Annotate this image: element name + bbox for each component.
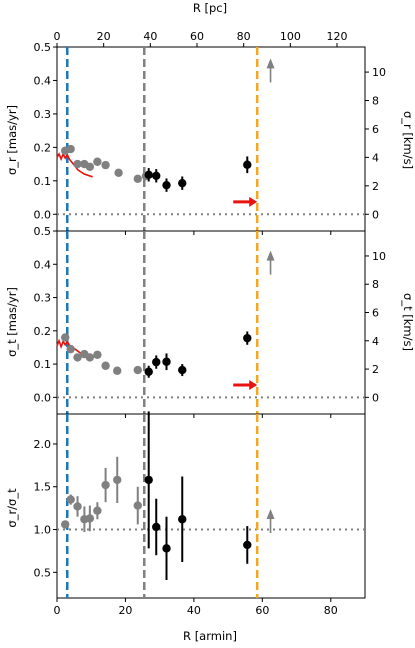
data-point xyxy=(66,495,75,504)
red-arrow-head xyxy=(249,380,258,391)
y-tick-label: 0.5 xyxy=(34,41,52,54)
data-point xyxy=(133,365,142,375)
y-tick-label: 0.1 xyxy=(34,358,52,371)
y-tick-label: 0.2 xyxy=(34,141,52,154)
data-point xyxy=(178,365,187,375)
right-y-tick-label: 8 xyxy=(372,278,379,291)
top-x-tick-label: 40 xyxy=(143,30,157,43)
upper-limit-arrow-head xyxy=(266,250,275,261)
y-tick-label: 0.5 xyxy=(34,566,52,579)
data-point xyxy=(152,171,161,180)
y-tick-label: 0.5 xyxy=(34,225,52,238)
data-point xyxy=(178,178,187,188)
right-y-tick-label: 4 xyxy=(372,151,379,164)
x-tick-label: 20 xyxy=(118,604,132,617)
right-y-tick-label: 0 xyxy=(372,391,379,404)
data-point xyxy=(73,353,82,362)
data-point xyxy=(133,501,142,510)
data-point xyxy=(243,540,252,550)
y-tick-label: 0.4 xyxy=(34,258,52,271)
right-y-tick-label: 6 xyxy=(372,123,379,136)
panel-frame xyxy=(56,230,366,415)
right-y-tick-label: 2 xyxy=(372,180,379,193)
right-y-tick-label: 6 xyxy=(372,307,379,320)
right-y-tick-label: 10 xyxy=(372,250,386,263)
x-tick-label: 0 xyxy=(54,604,61,617)
top-x-axis-label: R [pc] xyxy=(193,1,227,15)
data-point xyxy=(61,333,70,342)
panel-bottom: 0.5 1.0 1.5 2.0 0 20 40 60 80 xyxy=(34,411,366,617)
data-point xyxy=(162,544,171,553)
y-tick-label: 1.0 xyxy=(34,524,52,537)
y-tick-label: 0.3 xyxy=(34,292,52,305)
y-tick-label: 0.0 xyxy=(34,391,52,404)
data-point xyxy=(114,168,123,177)
data-point xyxy=(66,144,75,154)
top-x-tick-label: 20 xyxy=(97,30,111,43)
data-point xyxy=(144,475,153,485)
y-tick-label: 0.3 xyxy=(34,108,52,121)
top-x-tick-label: 100 xyxy=(280,30,301,43)
x-tick-label: 80 xyxy=(324,604,338,617)
upper-limit-arrow-head xyxy=(266,508,275,519)
data-point xyxy=(152,522,161,532)
panel-frame xyxy=(56,46,366,232)
top-x-tick-label: 120 xyxy=(327,30,348,43)
top-x-tick-label: 0 xyxy=(54,30,61,43)
data-point xyxy=(85,353,95,362)
x-tick-label: 40 xyxy=(187,604,201,617)
data-point xyxy=(66,344,75,354)
y-tick-label: 0.1 xyxy=(34,175,52,188)
right-y-tick-label: 4 xyxy=(372,335,379,348)
top-right-y-axis-label: σ_r [km/s] xyxy=(401,111,415,169)
y-tick-label: 2.0 xyxy=(34,438,52,451)
x-tick-label: 60 xyxy=(255,604,269,617)
data-point xyxy=(61,520,70,529)
data-point xyxy=(162,357,171,366)
panel-middle: 0.0 0.1 0.2 0.3 0.4 0.5 0 2 4 6 8 10 xyxy=(34,225,386,418)
data-point xyxy=(73,502,82,511)
data-point xyxy=(144,367,153,376)
top-x-tick-label: 60 xyxy=(190,30,204,43)
top-x-tick-label: 80 xyxy=(237,30,251,43)
data-point xyxy=(243,160,252,169)
middle-right-y-axis-label: σ_t [km/s] xyxy=(401,293,415,351)
data-point xyxy=(93,157,102,166)
data-point xyxy=(93,350,102,359)
data-point xyxy=(133,174,142,184)
right-y-tick-label: 8 xyxy=(372,95,379,108)
data-point xyxy=(113,366,122,375)
y-tick-label: 0.4 xyxy=(34,74,52,87)
red-arrow-head xyxy=(249,196,258,207)
data-point xyxy=(113,475,122,485)
data-point xyxy=(93,506,102,515)
data-point xyxy=(101,480,110,490)
right-y-tick-label: 10 xyxy=(372,66,386,79)
right-y-tick-label: 0 xyxy=(372,208,379,221)
bottom-y-axis-label: σ_r/σ_t xyxy=(5,488,19,528)
middle-y-axis-label: σ_t [mas/yr] xyxy=(5,287,19,357)
data-point xyxy=(162,180,171,190)
y-tick-label: 0.2 xyxy=(34,325,52,338)
data-point xyxy=(144,170,153,179)
data-point xyxy=(152,357,161,367)
panel-frame xyxy=(56,413,366,599)
data-point xyxy=(178,515,187,524)
y-tick-label: 1.5 xyxy=(34,481,52,494)
model-curve xyxy=(56,152,93,178)
top-y-axis-label: σ_r [mas/yr] xyxy=(5,105,19,175)
data-point xyxy=(85,162,95,171)
upper-limit-arrow-head xyxy=(266,58,275,69)
right-y-tick-label: 2 xyxy=(372,363,379,376)
data-point xyxy=(243,333,252,343)
data-point xyxy=(73,159,82,169)
data-point xyxy=(101,160,110,170)
bottom-x-axis-label: R [armin] xyxy=(183,629,237,643)
y-tick-label: 0.0 xyxy=(34,208,52,221)
data-point xyxy=(85,514,95,523)
model-curve xyxy=(56,338,93,360)
data-point xyxy=(101,361,110,370)
